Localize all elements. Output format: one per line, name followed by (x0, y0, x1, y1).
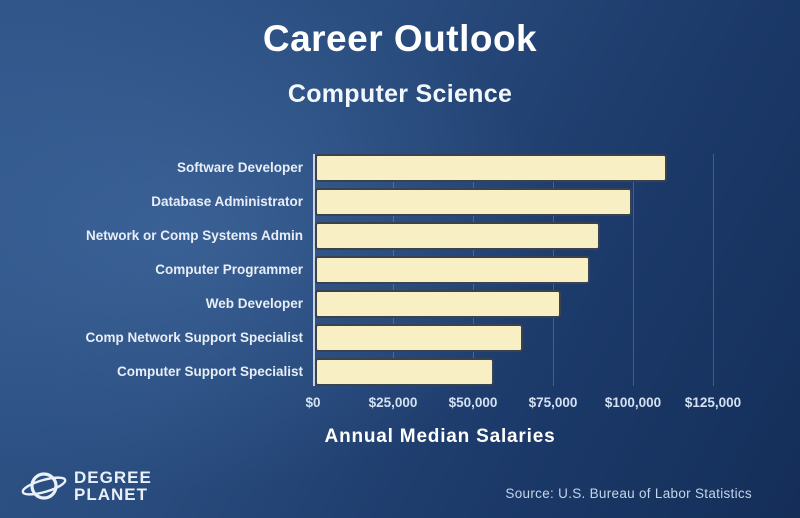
page-subtitle: Computer Science (287, 80, 513, 108)
salary-bar (315, 256, 591, 284)
salary-bar (315, 324, 523, 352)
bar-row: Web Developer (0, 290, 800, 318)
bar-track (315, 290, 800, 318)
category-label: Network or Comp Systems Admin (85, 228, 303, 243)
x-axis-label: Annual Median Salaries (324, 426, 556, 447)
x-tick-label: $100,000 (604, 395, 662, 410)
x-axis: $0 $25,000 $50,000 $75,000 $100,000 $125,000 (0, 395, 800, 415)
logo-line-1: DEGREE (74, 467, 152, 487)
bar-track (315, 154, 800, 182)
x-tick-label: $75,000 (528, 395, 578, 410)
gridline (713, 154, 714, 386)
bar-row: Database Administrator (0, 188, 800, 216)
salary-bar (315, 188, 632, 216)
bar-track (315, 256, 800, 284)
bar-track (315, 188, 800, 216)
bar-track (315, 324, 800, 352)
bar-row: Comp Network Support Specialist (0, 324, 800, 352)
y-axis-line (313, 154, 315, 386)
chart-plot-area: Software Developer Database Administrator… (0, 154, 800, 386)
degree-planet-logo: DEGREE PLANET (20, 462, 152, 510)
bar-row: Computer Programmer (0, 256, 800, 284)
category-label: Database Administrator (151, 194, 303, 209)
bar-row: Network or Comp Systems Admin (0, 222, 800, 250)
gridline (633, 154, 634, 386)
category-label: Computer Support Specialist (116, 364, 303, 379)
category-label: Computer Programmer (155, 262, 303, 277)
bar-row: Software Developer (0, 154, 800, 182)
salary-bar (315, 358, 495, 386)
x-tick-label: $25,000 (368, 395, 418, 410)
bar-track (315, 222, 800, 250)
logo-line-2: PLANET (74, 485, 148, 504)
salary-bar (315, 154, 667, 182)
logo-wordmark: DEGREE PLANET (74, 467, 152, 504)
category-label: Web Developer (205, 296, 303, 311)
bar-row: Computer Support Specialist (0, 358, 800, 386)
page-title: Career Outlook (262, 18, 538, 59)
source-attribution: Source: U.S. Bureau of Labor Statistics (505, 486, 752, 501)
planet-icon (20, 462, 68, 510)
category-label: Comp Network Support Specialist (85, 330, 303, 345)
bar-track (315, 358, 800, 386)
x-tick-label: $50,000 (448, 395, 498, 410)
x-tick-label: $0 (305, 395, 321, 410)
salary-bar (315, 222, 600, 250)
salary-bar (315, 290, 562, 318)
category-label: Software Developer (176, 160, 303, 175)
x-tick-label: $125,000 (684, 395, 742, 410)
